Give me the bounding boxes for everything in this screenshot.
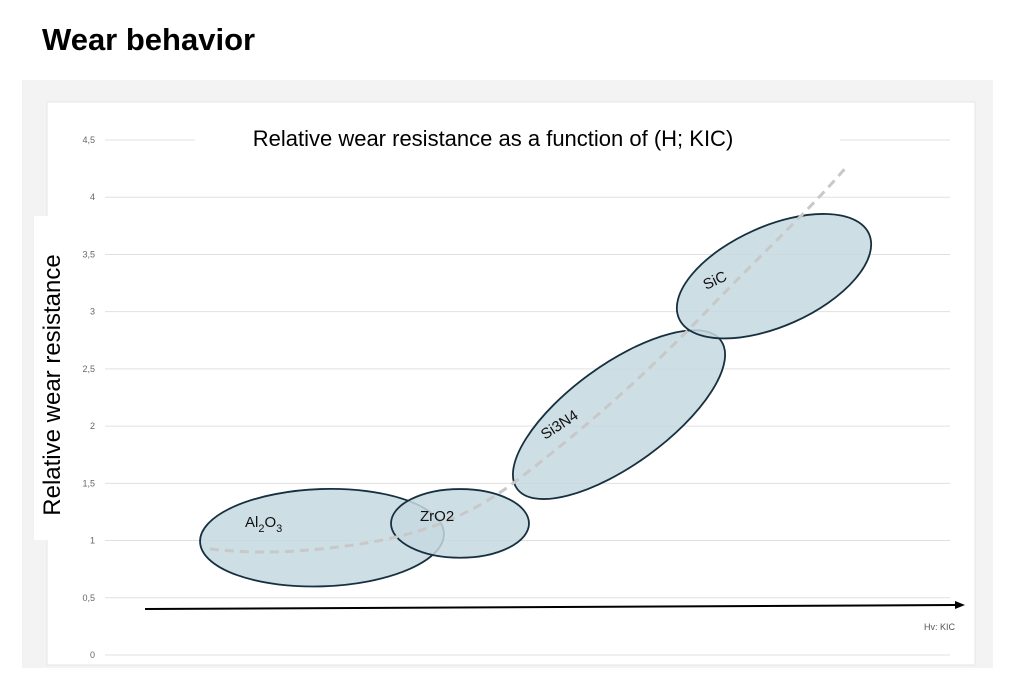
y-tick-label: 1,5 xyxy=(82,478,95,488)
trend-curve xyxy=(209,164,850,554)
y-axis-label: Relative wear resistance xyxy=(39,254,66,516)
region-si3n4 xyxy=(512,329,726,500)
region-label-zro2: ZrO2 xyxy=(420,508,454,525)
region-sic xyxy=(675,213,873,340)
x-axis-label: Hv: KIC xyxy=(924,622,956,632)
plot-area xyxy=(46,101,976,666)
y-tick-label: 4,5 xyxy=(82,135,95,145)
y-tick-label: 3 xyxy=(90,307,95,317)
page-title: Wear behavior xyxy=(42,22,256,57)
y-tick-label: 1 xyxy=(90,536,95,546)
region-zro2 xyxy=(390,488,530,559)
x-axis-arrow xyxy=(144,604,956,610)
region-label-al2o3: Al2O3 xyxy=(245,514,282,535)
y-tick-label: 0 xyxy=(90,650,95,660)
y-tick-label: 3,5 xyxy=(82,249,95,259)
y-tick-label: 0,5 xyxy=(82,593,95,603)
y-tick-label: 4 xyxy=(90,192,95,202)
arrow-head-icon xyxy=(955,601,965,609)
y-label-bg xyxy=(34,216,72,540)
chart-title: Relative wear resistance as a function o… xyxy=(253,126,734,151)
title-bg xyxy=(195,120,840,154)
y-tick-label: 2,5 xyxy=(82,364,95,374)
y-tick-label: 2 xyxy=(90,421,95,431)
